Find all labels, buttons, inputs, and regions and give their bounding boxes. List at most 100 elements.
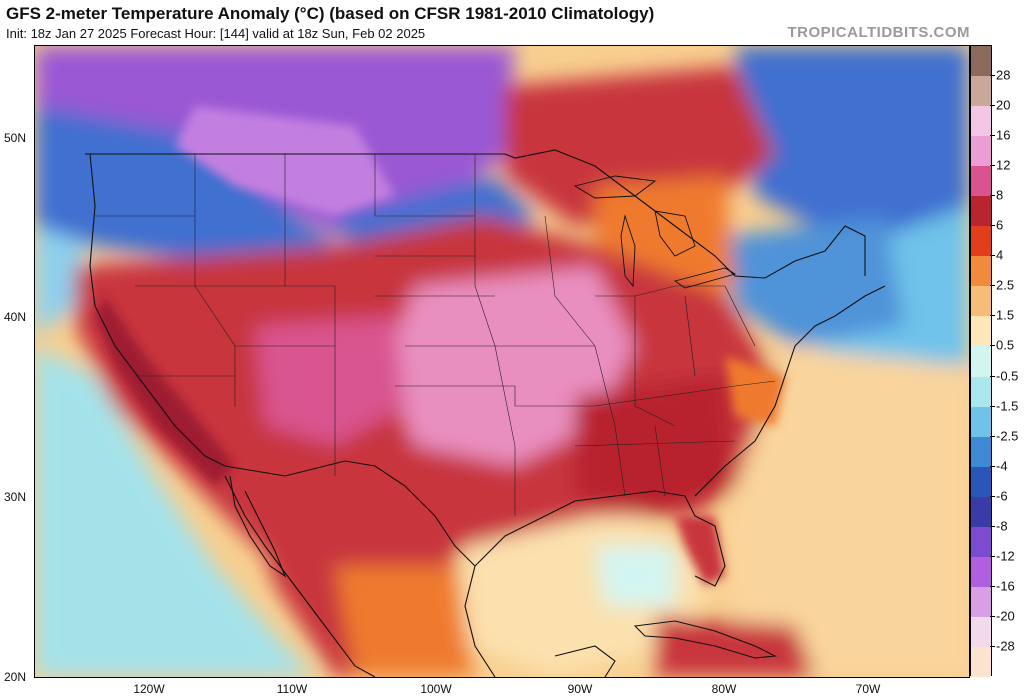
caribbean-red: [655, 616, 815, 677]
colorbar-label: 20: [996, 97, 1011, 113]
colorbar-tick: [990, 615, 995, 617]
lon-label-70w: 70W: [855, 682, 881, 696]
colorbar-tick: [990, 285, 995, 287]
colorbar-swatch: [971, 556, 991, 587]
colorbar-swatch: [971, 436, 991, 467]
florida-red: [675, 516, 725, 586]
colorbar-tick: [990, 465, 995, 467]
colorbar-swatch: [971, 496, 991, 527]
colorbar-tick: [990, 345, 995, 347]
colorbar-label: 12: [996, 157, 1011, 173]
mexico-coast-east: [464, 565, 496, 677]
colorbar-label: 2.5: [996, 277, 1015, 293]
cuba: [633, 620, 777, 659]
lon-label-90w: 90W: [567, 682, 593, 696]
colorbar-label: -6: [996, 488, 1008, 504]
colorbar-tick: [990, 315, 995, 317]
colorbar-swatch: [971, 76, 991, 107]
colorbar-tick: [990, 165, 995, 167]
southeast-deep: [575, 376, 735, 516]
lon-label-110w: 110W: [276, 682, 308, 696]
plains-pink: [385, 266, 635, 466]
colorbar-tick: [990, 585, 995, 587]
colorbar-label: -4: [996, 458, 1008, 474]
colorbar-tick: [990, 495, 995, 497]
state-lines: [95, 154, 776, 516]
lon-label-80w: 80W: [711, 682, 737, 696]
colorbar-label: -8: [996, 518, 1008, 534]
colorbar-label: -16: [996, 578, 1015, 594]
california-coast-red: [95, 296, 235, 486]
colorbar-label: 28: [996, 67, 1011, 83]
mexico-coast-west: [224, 475, 376, 677]
colorbar-tick: [990, 375, 995, 377]
colorbar-swatch: [971, 466, 991, 497]
colorbar-tick: [990, 555, 995, 557]
lat-label-40n: 40N: [4, 310, 27, 324]
map-title: GFS 2-meter Temperature Anomaly (°C) (ba…: [6, 4, 655, 23]
canada-east-blue: [735, 46, 969, 246]
colorbar-label: 1.5: [996, 307, 1015, 323]
colorbar-swatch: [971, 616, 991, 647]
colorbar-swatch: [971, 376, 991, 407]
us-mexico-border: [224, 460, 476, 567]
anomaly-map: [34, 45, 970, 678]
colorbar-label: 6: [996, 217, 1004, 233]
colorbar-tick: [990, 525, 995, 527]
brand-watermark: TROPICALTIDBITS.COM: [787, 24, 970, 41]
colorbar-swatch: [971, 166, 991, 197]
colorbar-swatch: [971, 406, 991, 437]
boundary-lines: [85, 149, 886, 677]
carolinas-orange: [725, 356, 785, 426]
colorbar-label: -0.5: [996, 368, 1019, 384]
colorbar-tick: [990, 195, 995, 197]
colorbar-swatch: [971, 526, 991, 557]
colorbar-swatch: [971, 646, 991, 677]
lake-michigan: [620, 214, 636, 288]
colorbar-tick: [990, 255, 995, 257]
colorbar-label: -2.5: [996, 428, 1019, 444]
colorbar-swatch: [971, 196, 991, 227]
lat-label-50n: 50N: [4, 131, 27, 145]
mexico-orange: [335, 566, 475, 677]
colorbar-tick: [990, 435, 995, 437]
colorbar-tick: [990, 135, 995, 137]
lon-label-120w: 120W: [133, 682, 165, 696]
gulf-coast: [474, 490, 726, 587]
colorbar-label: -1.5: [996, 398, 1019, 414]
colorbar-label: -28: [996, 638, 1015, 654]
southwest-pink: [255, 316, 405, 446]
lat-label-30n: 30N: [4, 490, 27, 504]
atlantic-mild: [725, 346, 969, 677]
colorbar-tick: [990, 75, 995, 77]
map-subtitle: Init: 18z Jan 27 2025 Forecast Hour: [14…: [6, 26, 426, 41]
lake-erie: [673, 267, 737, 289]
lon-label-100w: 100W: [420, 682, 452, 696]
lake-outlines: [573, 175, 737, 289]
us-canada-border: [85, 149, 866, 279]
colorbar-tick: [990, 405, 995, 407]
northeast-blue: [725, 216, 905, 346]
colorbar-tick: [990, 225, 995, 227]
colorbar-label: 8: [996, 187, 1004, 203]
colorbar-swatch: [971, 586, 991, 617]
colorbar-swatch: [971, 226, 991, 257]
colorbar-swatch: [971, 136, 991, 167]
colorbar-tick: [990, 105, 995, 107]
colorbar-label: -12: [996, 548, 1015, 564]
colorbar-label: 0.5: [996, 337, 1015, 353]
yucatan: [554, 645, 616, 677]
gulf-cool-spot: [595, 546, 675, 606]
colorbar-tick: [990, 645, 995, 647]
colorbar-swatch: [971, 286, 991, 317]
colorbar-swatch: [971, 346, 991, 377]
colorbar-swatch: [971, 316, 991, 347]
lake-superior: [573, 175, 657, 199]
baja-peninsula: [229, 475, 287, 578]
colorbar: [970, 45, 992, 677]
colorbar-swatch: [971, 106, 991, 137]
anomaly-field: [35, 46, 969, 677]
map-canvas: [35, 46, 969, 677]
pacific-cool-region: [35, 346, 315, 677]
colorbar-label: 16: [996, 127, 1011, 143]
